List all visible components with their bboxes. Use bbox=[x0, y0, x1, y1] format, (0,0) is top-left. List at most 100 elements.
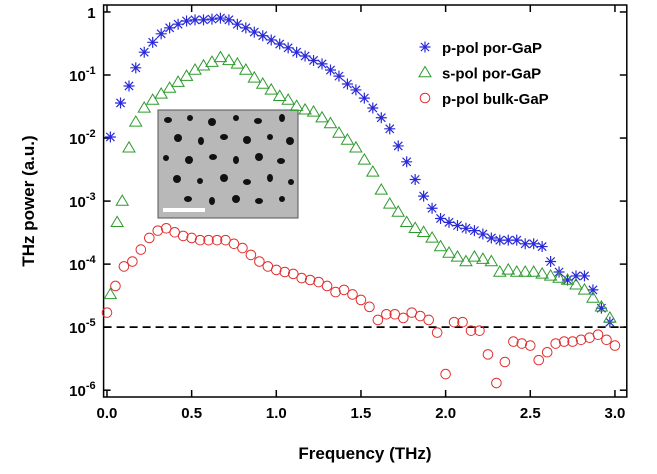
point bbox=[577, 282, 592, 295]
point bbox=[160, 223, 172, 234]
point bbox=[578, 270, 590, 282]
point bbox=[474, 325, 485, 336]
point bbox=[543, 268, 558, 281]
point bbox=[381, 308, 392, 320]
point bbox=[502, 234, 514, 246]
point bbox=[552, 271, 566, 283]
point bbox=[332, 126, 346, 138]
inset-frame bbox=[157, 109, 299, 219]
y-axis-label: THz power (a.u.) bbox=[19, 135, 38, 266]
point bbox=[586, 291, 600, 303]
pores bbox=[163, 114, 294, 205]
point bbox=[416, 225, 431, 237]
point bbox=[145, 93, 160, 105]
point bbox=[440, 368, 451, 380]
point bbox=[162, 81, 177, 93]
point bbox=[211, 234, 223, 246]
point bbox=[230, 56, 245, 69]
point bbox=[118, 261, 130, 272]
point bbox=[550, 338, 561, 349]
point bbox=[272, 89, 287, 101]
point bbox=[189, 14, 201, 26]
point bbox=[127, 256, 138, 267]
y-tick-label: 10-5 bbox=[69, 317, 95, 337]
y-tick-exponent: -6 bbox=[86, 380, 96, 392]
x-tick-label: 0.0 bbox=[97, 405, 118, 422]
legend-label: s-pol por-GaP bbox=[442, 66, 541, 83]
point bbox=[247, 70, 262, 83]
y-tick-exponent: -4 bbox=[86, 254, 97, 266]
point bbox=[130, 62, 142, 74]
point bbox=[528, 238, 540, 250]
point bbox=[135, 244, 147, 255]
point bbox=[138, 46, 150, 58]
point bbox=[333, 70, 345, 82]
point bbox=[123, 80, 135, 92]
point bbox=[101, 307, 113, 318]
point bbox=[609, 340, 621, 351]
point bbox=[299, 50, 311, 62]
point bbox=[355, 294, 367, 306]
point bbox=[144, 232, 155, 244]
point bbox=[465, 325, 477, 336]
point bbox=[459, 254, 473, 267]
point bbox=[115, 97, 127, 109]
point bbox=[423, 314, 434, 326]
point bbox=[519, 238, 531, 250]
y-tick-base: 10 bbox=[69, 257, 86, 274]
point bbox=[296, 272, 308, 284]
point bbox=[484, 254, 499, 267]
point bbox=[179, 69, 194, 81]
point bbox=[594, 299, 609, 312]
point bbox=[516, 338, 528, 349]
point bbox=[491, 377, 502, 389]
point bbox=[467, 249, 482, 262]
y-tick-label: 1 bbox=[87, 5, 95, 22]
point bbox=[357, 152, 372, 165]
point bbox=[245, 249, 257, 261]
point bbox=[324, 64, 336, 76]
point bbox=[110, 215, 125, 228]
point bbox=[382, 196, 397, 209]
point bbox=[567, 336, 578, 347]
point bbox=[264, 82, 279, 95]
legend-label: p-pol por-GaP bbox=[442, 40, 542, 57]
point bbox=[350, 84, 362, 96]
point bbox=[255, 77, 270, 89]
point bbox=[575, 334, 587, 346]
point bbox=[137, 100, 152, 113]
point bbox=[408, 221, 423, 234]
point bbox=[375, 112, 387, 124]
point bbox=[526, 265, 541, 277]
point bbox=[595, 302, 607, 314]
point bbox=[206, 13, 218, 25]
point bbox=[279, 266, 291, 278]
y-tick-label: 10-2 bbox=[69, 128, 95, 148]
point bbox=[442, 246, 456, 258]
point bbox=[240, 22, 252, 34]
point bbox=[214, 12, 226, 24]
point bbox=[171, 75, 185, 87]
y-tick-label: 10-4 bbox=[69, 254, 96, 274]
y-tick-exponent: -1 bbox=[86, 65, 96, 77]
point bbox=[254, 256, 265, 267]
point bbox=[181, 15, 193, 27]
point bbox=[338, 284, 350, 296]
point bbox=[315, 110, 329, 123]
point bbox=[476, 252, 490, 264]
point bbox=[358, 92, 370, 104]
point bbox=[524, 340, 536, 351]
point bbox=[228, 238, 240, 250]
y-tick-base: 10 bbox=[69, 68, 86, 85]
point bbox=[186, 232, 197, 244]
point bbox=[122, 140, 136, 153]
point bbox=[364, 301, 375, 313]
x-tick-label: 1.0 bbox=[266, 405, 287, 422]
point bbox=[541, 346, 553, 358]
legend-marker bbox=[418, 65, 432, 78]
point bbox=[414, 310, 426, 322]
point bbox=[392, 140, 404, 152]
x-axis-label: Frequency (THz) bbox=[298, 444, 431, 463]
point bbox=[501, 262, 516, 275]
point bbox=[536, 241, 548, 253]
